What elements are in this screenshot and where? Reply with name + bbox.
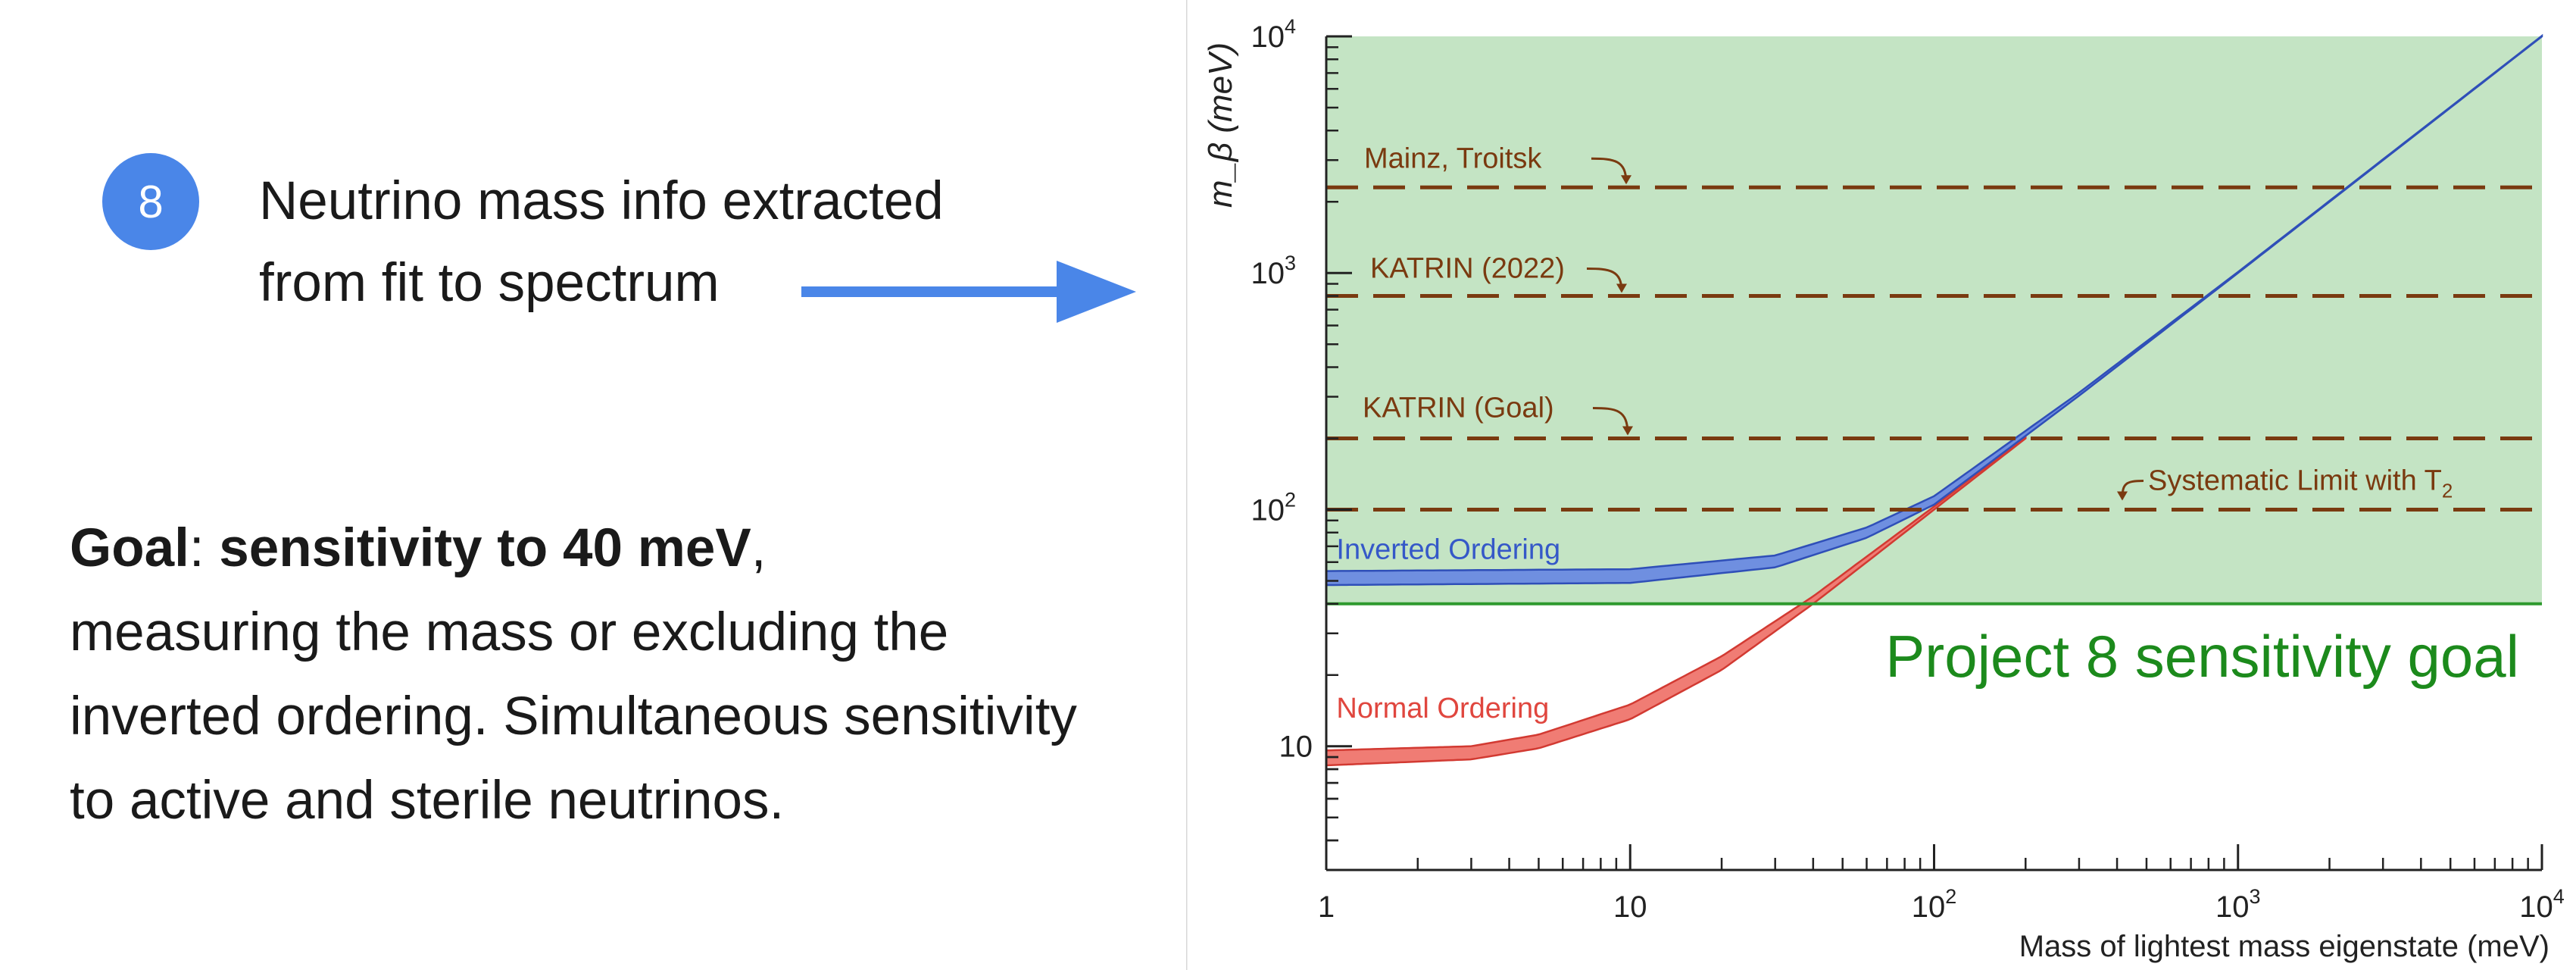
goal-label: Goal [70, 518, 189, 578]
y-tick-label: 103 [1251, 252, 1296, 290]
pointer-arrowhead-3 [1622, 426, 1633, 436]
goal-line-1: Goal: sensitivity to 40 meV, [70, 506, 1077, 590]
limit-label-systematic: Systematic Limit with T2 [2148, 465, 2453, 502]
inverted-ordering-label: Inverted Ordering [1336, 534, 1560, 565]
y-tick-label: 10 [1279, 731, 1313, 764]
x-tick-label: 104 [2519, 885, 2565, 924]
step-number-badge: 8 [102, 153, 199, 250]
limit-label-mainz-troitsk: Mainz, Troitsk [1364, 142, 1542, 174]
goal-line-4: to active and sterile neutrinos. [70, 771, 785, 831]
goal-line-3: inverted ordering. Simultaneous sensitiv… [70, 687, 1077, 746]
arrow-right-icon [801, 261, 1136, 323]
x-axis-title: Mass of lightest mass eigenstate (meV) [2019, 930, 2549, 963]
pointer-arrowhead-1 [1621, 175, 1631, 185]
neutrino-mass-chart: Normal Ordering Inverted Ordering Project … [1186, 0, 2576, 970]
goal-line-2: measuring the mass or excluding the [70, 602, 949, 662]
sensitivity-goal-label: Project 8 sensitivity goal [1885, 623, 2519, 690]
goal-colon: : [189, 518, 220, 578]
step-description: Neutrino mass info extracted from fit to… [259, 161, 944, 324]
sensitivity-shaded-region [1326, 36, 2542, 604]
step-line-1: Neutrino mass info extracted [259, 171, 944, 231]
normal-ordering-band [1325, 434, 2027, 767]
x-tick-label: 10 [1613, 890, 1647, 924]
pointer-arrowhead-4 [2117, 491, 2128, 501]
inverted-ordering-band [1325, 33, 2543, 587]
y-axis-title: m_β (meV) [1202, 42, 1239, 208]
goal-description: Goal: sensitivity to 40 meV, measuring t… [70, 506, 1077, 843]
normal-ordering-label: Normal Ordering [1336, 693, 1549, 724]
limit-label-katrin-goal: KATRIN (Goal) [1363, 392, 1554, 424]
goal-comma: , [751, 518, 767, 578]
step-line-2: from fit to spectrum [259, 253, 720, 313]
limit-label-katrin-2022: KATRIN (2022) [1370, 253, 1565, 285]
pointer-arrowhead-2 [1616, 283, 1627, 293]
goal-highlight: sensitivity to 40 meV [219, 518, 751, 578]
x-tick-label: 1 [1318, 890, 1335, 924]
